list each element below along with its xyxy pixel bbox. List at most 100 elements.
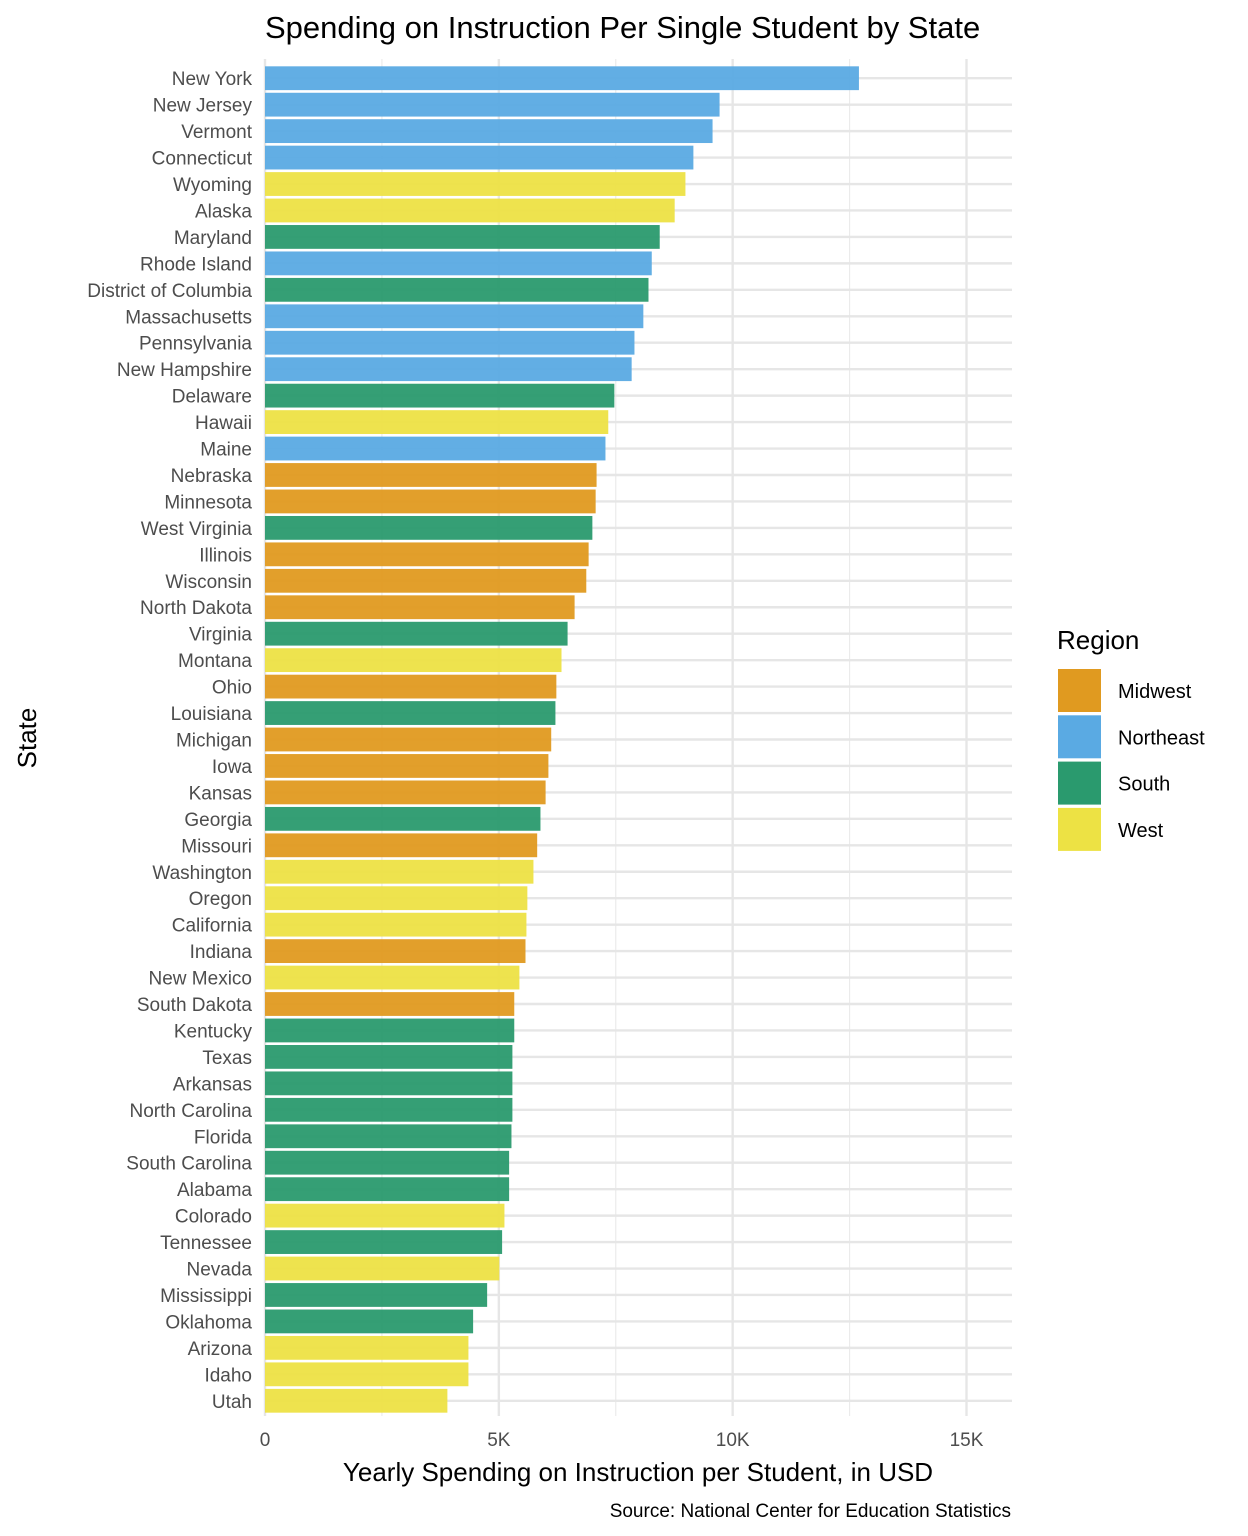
bar: [265, 833, 538, 858]
y-tick-label: Connecticut: [152, 149, 253, 170]
y-tick-label: Nebraska: [171, 466, 253, 487]
bar: [265, 1097, 513, 1122]
bar: [265, 172, 686, 196]
bar: [265, 198, 675, 223]
y-tick-label: Arkansas: [173, 1074, 252, 1095]
y-tick-label: Alaska: [195, 201, 252, 222]
legend-label: West: [1118, 820, 1164, 842]
bar: [265, 225, 660, 249]
y-tick-label: Kentucky: [174, 1021, 253, 1042]
bar: [265, 463, 597, 487]
y-tick-label: New Hampshire: [117, 360, 252, 381]
legend-swatch: [1058, 715, 1101, 759]
bar: [265, 357, 632, 382]
caption: Source: National Center for Education St…: [610, 1501, 1011, 1522]
bar: [265, 1335, 469, 1360]
bar: [265, 1045, 513, 1069]
y-tick-label: Kansas: [189, 783, 252, 804]
y-tick-label: District of Columbia: [87, 281, 252, 302]
y-tick-label: New York: [172, 69, 253, 90]
bar: [265, 277, 649, 302]
y-tick-label: Pennsylvania: [139, 334, 252, 355]
x-tick-label: 15K: [950, 1430, 984, 1451]
legend-label: Midwest: [1118, 681, 1192, 703]
bar: [265, 330, 635, 355]
y-tick-labels: New York New Jersey Vermont Connecticut Wyom…: [87, 69, 252, 1413]
y-tick-label: Wyoming: [173, 175, 252, 196]
y-tick-label: Utah: [212, 1392, 252, 1413]
x-tick-label: 0: [260, 1430, 271, 1451]
y-tick-label: Missouri: [181, 836, 252, 857]
bar: [265, 436, 606, 461]
y-tick-label: Montana: [178, 651, 252, 672]
y-tick-label: Wisconsin: [165, 572, 252, 593]
bar: [265, 410, 609, 434]
y-tick-label: Ohio: [212, 678, 252, 699]
bar: [265, 1388, 448, 1413]
y-tick-label: Colorado: [175, 1207, 252, 1228]
bar: [265, 701, 556, 725]
y-tick-label: Michigan: [176, 731, 252, 752]
chart-title: Spending on Instruction Per Single Stude…: [265, 10, 980, 45]
bar: [265, 859, 534, 884]
bar: [265, 912, 527, 937]
y-tick-label: Georgia: [184, 810, 252, 831]
y-tick-label: Idaho: [204, 1365, 252, 1386]
bar: [265, 145, 694, 170]
bar: [265, 886, 528, 911]
y-tick-label: Indiana: [190, 942, 253, 963]
legend-title: Region: [1057, 625, 1139, 655]
y-tick-label: Texas: [202, 1048, 252, 1069]
bar: [265, 674, 557, 699]
y-tick-label: Minnesota: [164, 492, 252, 513]
bar: [265, 939, 526, 964]
y-tick-label: Washington: [152, 863, 252, 884]
y-tick-label: California: [172, 916, 253, 937]
bar: [265, 66, 859, 91]
bar: [265, 542, 589, 567]
bar: [265, 489, 596, 514]
y-tick-label: Florida: [194, 1127, 253, 1148]
bar: [265, 780, 546, 805]
legend-swatch: [1058, 807, 1101, 851]
legend-label: Northeast: [1118, 727, 1205, 749]
bar: [265, 515, 593, 540]
y-tick-label: Maine: [200, 440, 252, 461]
bar: [265, 754, 549, 778]
x-tick-label: 10K: [716, 1430, 750, 1451]
x-axis-title: Yearly Spending on Instruction per Stude…: [343, 1457, 933, 1487]
y-tick-label: South Carolina: [126, 1154, 252, 1175]
y-tick-label: Mississippi: [160, 1286, 252, 1307]
y-tick-label: Illinois: [199, 545, 252, 566]
y-tick-label: North Carolina: [130, 1101, 253, 1122]
bar: [265, 621, 568, 646]
y-tick-label: Arizona: [188, 1339, 253, 1360]
y-axis-title: State: [12, 708, 42, 769]
x-tick-labels: 0 5K 10K 15K: [260, 1430, 984, 1451]
bar: [265, 806, 541, 831]
bar: [265, 1203, 505, 1228]
y-tick-label: New Jersey: [153, 96, 253, 117]
y-tick-label: West Virginia: [141, 519, 253, 540]
bar: [265, 727, 552, 752]
bar: [265, 992, 515, 1016]
y-tick-label: Hawaii: [195, 413, 252, 434]
y-tick-label: Nevada: [187, 1260, 253, 1281]
bar: [265, 965, 520, 990]
y-tick-label: Oregon: [189, 889, 252, 910]
bar: [265, 595, 575, 620]
bar: [265, 1309, 474, 1334]
y-tick-label: Virginia: [189, 625, 252, 646]
y-tick-label: Maryland: [174, 228, 252, 249]
bar: [265, 92, 720, 117]
bar: [265, 1124, 512, 1149]
legend: Region Midwest Northeast South West: [1057, 625, 1205, 851]
y-tick-label: Louisiana: [171, 704, 253, 725]
bar: [265, 383, 615, 408]
legend-swatch: [1058, 761, 1101, 805]
bar: [265, 1071, 513, 1096]
y-tick-label: Vermont: [181, 122, 252, 143]
bars: [265, 66, 859, 1413]
legend-swatch: [1058, 669, 1101, 712]
bar: [265, 119, 713, 144]
